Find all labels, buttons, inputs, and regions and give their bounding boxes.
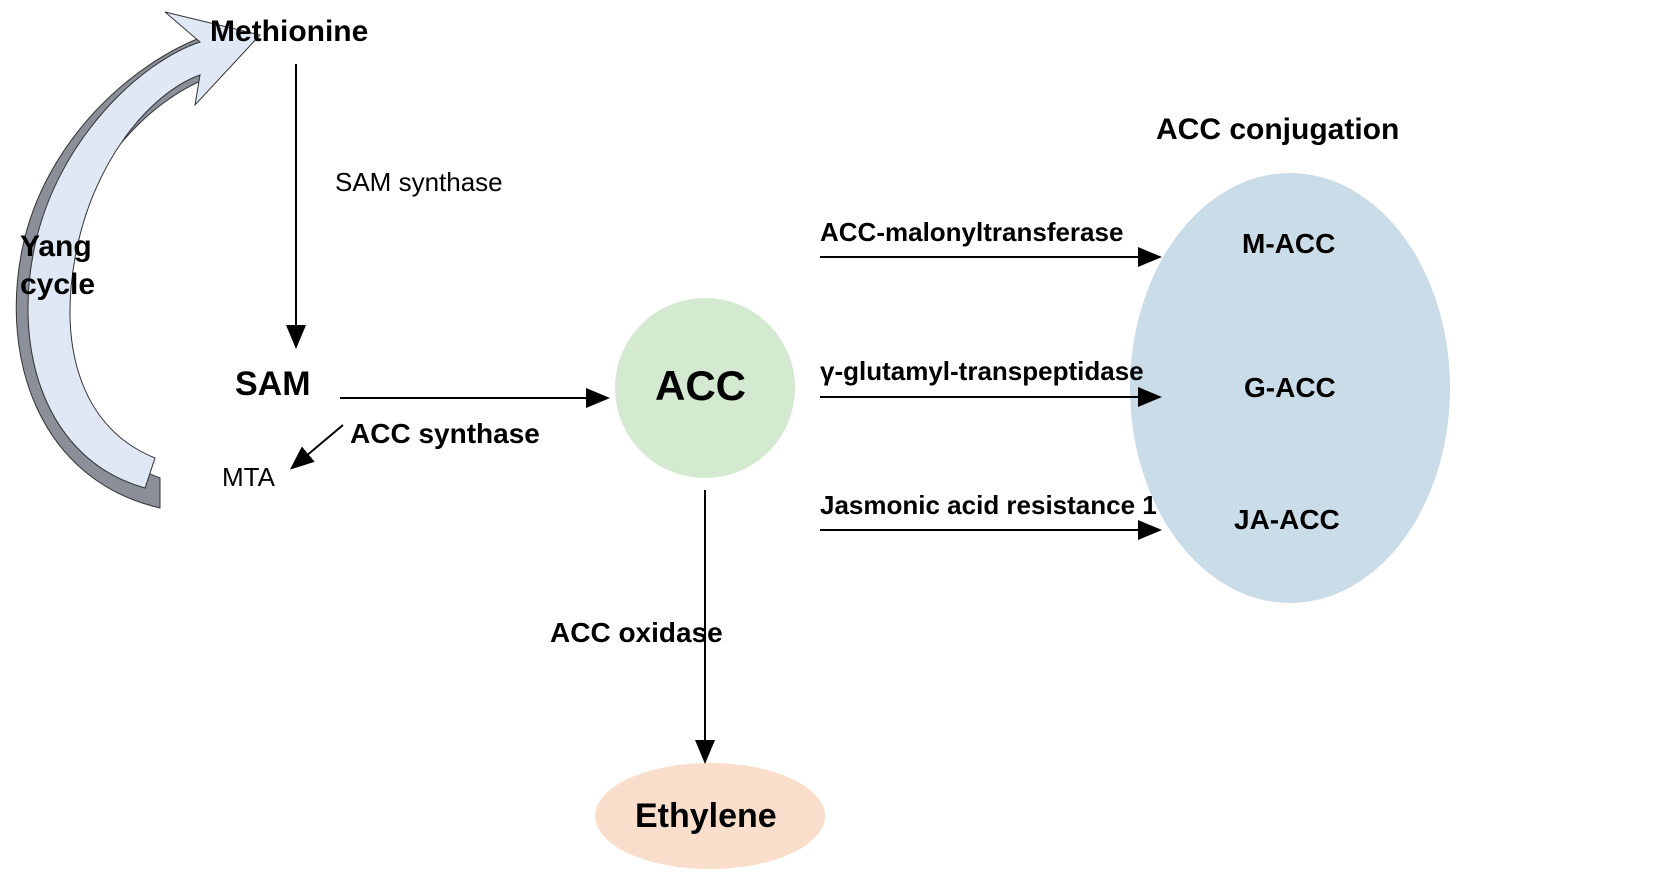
glutamyl-transpeptidase-label: γ-glutamyl-transpeptidase [820, 356, 1144, 387]
ethylene-label: Ethylene [635, 797, 777, 836]
m-acc-label: M-ACC [1242, 228, 1335, 260]
g-acc-label: G-ACC [1244, 372, 1336, 404]
acc-conjugation-label: ACC conjugation [1156, 113, 1399, 147]
acc-label: ACC [655, 362, 746, 410]
arrow-to-mta [293, 425, 343, 467]
sam-synthase-label: SAM synthase [335, 167, 503, 198]
yang-cycle-label: Yangcycle [20, 228, 95, 303]
methionine-label: Methionine [210, 15, 368, 49]
sam-label: SAM [235, 365, 311, 404]
acc-malonyltransferase-label: ACC-malonyltransferase [820, 217, 1123, 248]
ja-acc-label: JA-ACC [1234, 504, 1340, 536]
acc-synthase-label: ACC synthase [350, 418, 540, 450]
mta-label: MTA [222, 462, 275, 493]
jasmonic-acid-label: Jasmonic acid resistance 1 [820, 490, 1157, 521]
acc-oxidase-label: ACC oxidase [550, 617, 723, 649]
